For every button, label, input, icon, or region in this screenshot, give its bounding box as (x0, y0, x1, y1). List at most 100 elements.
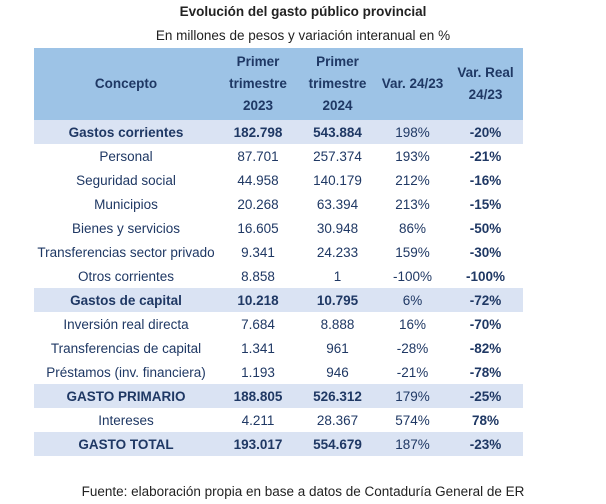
cell-concepto: Transferencias sector privado (37, 244, 215, 260)
column-header-var-real: Var. Real 24/23 (448, 48, 523, 120)
cell-q1-2023: 8.858 (241, 268, 275, 284)
cell-var-nominal: 212% (395, 172, 430, 188)
cell-q1-2023: 182.798 (218, 120, 298, 144)
cell-q1-2024: 526.312 (298, 384, 377, 408)
cell-q1-2024: 543.884 (298, 120, 377, 144)
table-row: Intereses 4.211 28.367 574% 78% (34, 408, 523, 432)
table-row-subtotal: GASTO PRIMARIO 188.805 526.312 179% -25% (34, 384, 523, 408)
header-line: Primer (236, 54, 280, 69)
cell-q1-2023: 1.341 (241, 340, 275, 356)
cell-var-nominal: 6% (377, 288, 448, 312)
cell-q1-2024: 1 (333, 268, 342, 284)
cell-q1-2024: 8.888 (320, 316, 355, 332)
table-subtitle: En millones de pesos y variación interan… (155, 28, 451, 43)
table-row: Transferencias de capital 1.341 961 -28% -82… (34, 336, 523, 360)
header-row: Concepto Primer trimestre 2023 Primer trimest… (34, 48, 523, 120)
cell-var-real: -50% (469, 220, 502, 236)
table-row: Inversión real directa 7.684 8.888 16% -70% (34, 312, 523, 336)
source-note: Fuente: elaboración propia en base a dat… (81, 484, 525, 499)
table-row: Transferencias sector privado 9.341 24.233… (34, 240, 523, 264)
header-line: 24/23 (468, 87, 503, 102)
cell-var-real: -23% (448, 432, 523, 456)
cell-var-nominal: 574% (395, 412, 430, 428)
cell-var-real: -15% (469, 196, 502, 212)
cell-var-real: -72% (448, 288, 523, 312)
cell-var-nominal: 187% (377, 432, 448, 456)
cell-var-real: -25% (448, 384, 523, 408)
cell-concepto: Otros corrientes (77, 268, 175, 284)
cell-q1-2023: 4.211 (241, 412, 275, 428)
cell-q1-2024: 10.795 (298, 288, 377, 312)
cell-q1-2024: 257.374 (313, 148, 362, 164)
header-line: Var. 24/23 (381, 76, 444, 91)
table-row: Personal 87.701 257.374 193% -21% (34, 144, 523, 168)
cell-var-real: -82% (469, 340, 502, 356)
spending-table: Concepto Primer trimestre 2023 Primer trimest… (34, 48, 523, 456)
cell-concepto: Intereses (98, 412, 154, 428)
cell-q1-2024: 63.394 (316, 196, 359, 212)
cell-var-nominal: -28% (396, 340, 429, 356)
header-line: Var. Real (457, 65, 514, 80)
cell-q1-2023: 44.958 (237, 172, 279, 188)
table-row-subtotal: Gastos corrientes 182.798 543.884 198% -20% (34, 120, 523, 144)
cell-concepto: Personal (99, 148, 153, 164)
cell-var-real: -78% (469, 364, 502, 380)
cell-var-nominal: -21% (396, 364, 429, 380)
cell-q1-2024: 30.948 (316, 220, 359, 236)
column-header-q1-2023: Primer trimestre 2023 (218, 48, 298, 120)
cell-var-real: -20% (448, 120, 523, 144)
cell-q1-2024: 946 (326, 364, 349, 380)
cell-var-real: -30% (469, 244, 502, 260)
cell-q1-2024: 28.367 (316, 412, 359, 428)
cell-var-real: -70% (469, 316, 502, 332)
table-row: Municipios 20.268 63.394 213% -15% (34, 192, 523, 216)
column-header-var-nominal: Var. 24/23 (377, 48, 448, 120)
cell-q1-2024: 961 (326, 340, 349, 356)
header-line: Primer (316, 54, 359, 69)
cell-concepto: GASTO TOTAL (34, 432, 218, 456)
cell-var-nominal: 16% (398, 316, 427, 332)
cell-var-nominal: 213% (395, 196, 430, 212)
header-line: trimestre (229, 76, 287, 91)
cell-concepto: Transferencias de capital (50, 340, 202, 356)
cell-concepto: GASTO PRIMARIO (34, 384, 218, 408)
cell-var-real: 78% (471, 412, 500, 428)
cell-var-real: -100% (465, 268, 506, 284)
table-row: Bienes y servicios 16.605 30.948 86% -50% (34, 216, 523, 240)
table-row: Otros corrientes 8.858 1 -100% -100% (34, 264, 523, 288)
column-header-q1-2024: Primer trimestre 2024 (298, 48, 377, 120)
header-line: 2024 (322, 98, 353, 113)
cell-concepto: Bienes y servicios (71, 220, 181, 236)
cell-var-nominal: 159% (395, 244, 430, 260)
cell-var-real: -16% (469, 172, 502, 188)
cell-q1-2023: 16.605 (237, 220, 279, 236)
cell-q1-2024: 24.233 (316, 244, 359, 260)
cell-concepto: Seguridad social (76, 172, 176, 188)
cell-q1-2024: 140.179 (313, 172, 362, 188)
column-header-concepto: Concepto (34, 48, 218, 120)
cell-q1-2023: 193.017 (218, 432, 298, 456)
header-line: Concepto (94, 76, 158, 91)
cell-var-nominal: -100% (392, 268, 433, 284)
header-line: trimestre (308, 76, 367, 91)
cell-var-nominal: 86% (398, 220, 427, 236)
cell-var-real: -21% (469, 148, 502, 164)
cell-var-nominal: 193% (395, 148, 430, 164)
cell-q1-2023: 1.193 (241, 364, 275, 380)
cell-concepto: Inversión real directa (63, 316, 189, 332)
table-row: Seguridad social 44.958 140.179 212% -16% (34, 168, 523, 192)
cell-q1-2023: 7.684 (241, 316, 275, 332)
table-row-subtotal: Gastos de capital 10.218 10.795 6% -72% (34, 288, 523, 312)
cell-q1-2023: 188.805 (218, 384, 298, 408)
cell-var-nominal: 179% (377, 384, 448, 408)
cell-q1-2024: 554.679 (298, 432, 377, 456)
cell-concepto: Gastos de capital (34, 288, 218, 312)
cell-concepto: Préstamos (inv. financiera) (46, 364, 206, 380)
cell-q1-2023: 10.218 (218, 288, 298, 312)
cell-q1-2023: 87.701 (237, 148, 279, 164)
table-title: Evolución del gasto público provincial (179, 4, 427, 19)
header-line: 2023 (242, 98, 274, 113)
cell-concepto: Municipios (94, 196, 158, 212)
cell-q1-2023: 20.268 (237, 196, 279, 212)
table-row-subtotal: GASTO TOTAL 193.017 554.679 187% -23% (34, 432, 523, 456)
